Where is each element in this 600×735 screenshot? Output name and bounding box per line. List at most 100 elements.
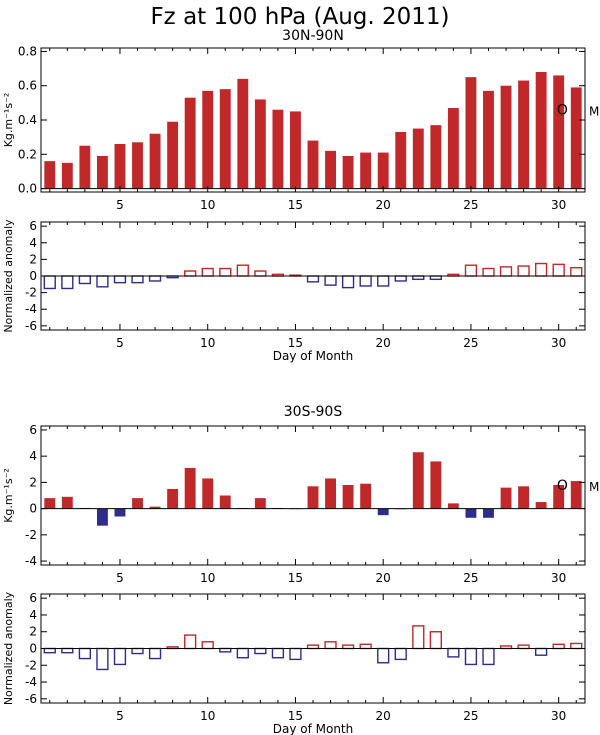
y-tick-label: -6 xyxy=(25,692,37,706)
bar-day-5 xyxy=(113,275,127,284)
x-tick-label: 20 xyxy=(376,709,391,723)
bar-day-12 xyxy=(236,647,249,659)
figure-title: Fz at 100 hPa (Aug. 2011) xyxy=(150,4,450,30)
bar-day-29 xyxy=(534,262,548,277)
bar-day-8 xyxy=(167,488,179,509)
bar-day-13 xyxy=(254,647,267,655)
x-tick-label: 20 xyxy=(376,198,391,212)
bar-day-3 xyxy=(79,145,91,189)
x-tick-label: 15 xyxy=(288,571,303,585)
bar-day-6 xyxy=(132,142,143,189)
bar-day-22 xyxy=(412,625,425,650)
y-tick-label: -2 xyxy=(25,528,37,542)
bar-day-27 xyxy=(500,487,512,509)
bar-day-20 xyxy=(377,508,389,516)
bar-day-20 xyxy=(377,275,390,287)
x-tick-label: 20 xyxy=(376,571,391,585)
bar-day-28 xyxy=(517,265,530,277)
bar-day-16 xyxy=(307,486,319,509)
y-tick-label: 0.2 xyxy=(18,147,37,161)
bar-day-4 xyxy=(96,508,108,526)
bar-day-15 xyxy=(290,111,301,189)
bar-day-19 xyxy=(359,643,372,650)
bar-day-9 xyxy=(184,270,197,277)
x-tick-label: 5 xyxy=(116,709,124,723)
x-tick-label: 15 xyxy=(288,709,303,723)
x-tick-label: 25 xyxy=(463,198,478,212)
x-axis-label: Day of Month xyxy=(273,349,354,363)
bar-day-7 xyxy=(148,275,162,282)
x-tick-label: 25 xyxy=(463,709,478,723)
bar-day-1 xyxy=(43,647,56,654)
y-tick-label: 4 xyxy=(29,608,37,622)
bar-day-9 xyxy=(184,97,196,189)
y-tick-label: 0 xyxy=(29,502,37,516)
panel-title: 30S-90S xyxy=(284,404,343,420)
bar-day-19 xyxy=(359,275,372,287)
bar-day-19 xyxy=(360,483,372,509)
y-tick-label: -4 xyxy=(25,554,37,568)
bar-day-28 xyxy=(518,80,530,189)
bar-day-8 xyxy=(167,121,179,189)
x-tick-label: 30 xyxy=(551,709,566,723)
bar-day-6 xyxy=(131,275,144,284)
x-tick-label: 5 xyxy=(116,198,124,212)
bar-day-2 xyxy=(61,496,73,509)
bar-day-25 xyxy=(464,264,478,277)
y-tick-label: 2 xyxy=(29,625,37,639)
y-axis-label: Normalized anomaly xyxy=(2,591,15,705)
x-tick-label: 10 xyxy=(200,709,215,723)
y-tick-label: -4 xyxy=(25,675,37,689)
annotation-o: O xyxy=(557,103,568,119)
bar-day-10 xyxy=(202,90,214,189)
bar-day-31 xyxy=(570,481,582,509)
bar-day-21 xyxy=(394,275,407,282)
y-tick-label: 4 xyxy=(29,449,37,463)
bar-day-26 xyxy=(483,90,494,189)
bar-day-24 xyxy=(447,503,459,509)
bar-day-21 xyxy=(395,132,407,189)
bar-day-15 xyxy=(289,647,302,661)
bar-day-18 xyxy=(341,275,355,289)
bar-day-26 xyxy=(483,508,494,518)
bar-day-9 xyxy=(184,634,197,650)
bar-day-11 xyxy=(219,267,232,277)
bar-day-23 xyxy=(430,461,442,509)
bar-day-29 xyxy=(535,72,547,189)
bar-day-13 xyxy=(254,270,267,277)
x-axis-label: Day of Month xyxy=(273,722,354,735)
bar-day-30 xyxy=(552,643,565,650)
y-tick-label: 6 xyxy=(29,591,37,605)
bar-day-27 xyxy=(499,266,513,277)
y-tick-label: 0.0 xyxy=(18,182,37,196)
x-tick-label: 15 xyxy=(288,198,303,212)
bar-day-24 xyxy=(447,108,459,189)
bar-day-5 xyxy=(114,508,126,517)
bar-day-6 xyxy=(131,647,144,655)
bar-day-20 xyxy=(377,152,389,189)
bar-day-2 xyxy=(61,647,74,654)
bar-day-16 xyxy=(306,275,320,283)
bar-day-30 xyxy=(553,75,565,189)
bar-day-11 xyxy=(219,89,231,189)
bar-day-17 xyxy=(325,150,336,189)
bar-day-22 xyxy=(412,452,424,509)
bar-day-18 xyxy=(341,644,355,650)
x-tick-label: 10 xyxy=(200,336,215,350)
bar-day-27 xyxy=(500,85,512,189)
bar-day-17 xyxy=(324,641,337,650)
y-tick-label: -2 xyxy=(25,286,37,300)
x-tick-label: 5 xyxy=(116,571,124,585)
y-tick-label: 4 xyxy=(29,236,37,250)
bar-day-26 xyxy=(482,647,495,666)
panel-nh-fz: 30N-90N 0.0 0.2 0.4 0.6 0.8 5 10 15 20 25 30 Kg.m⁻¹s… xyxy=(2,28,599,212)
bar-day-23 xyxy=(430,125,442,189)
y-tick-label: 0 xyxy=(29,642,37,656)
panel-nh-anom: -6 -4 -2 0 2 4 6 5 10 15 20 25 30 Normalized anomaly D… xyxy=(2,219,586,363)
side-label-m: M xyxy=(589,480,599,494)
bar-day-19 xyxy=(360,152,372,189)
annotation-o: O xyxy=(557,478,568,494)
bar-day-4 xyxy=(96,275,109,288)
bar-day-11 xyxy=(219,495,231,509)
